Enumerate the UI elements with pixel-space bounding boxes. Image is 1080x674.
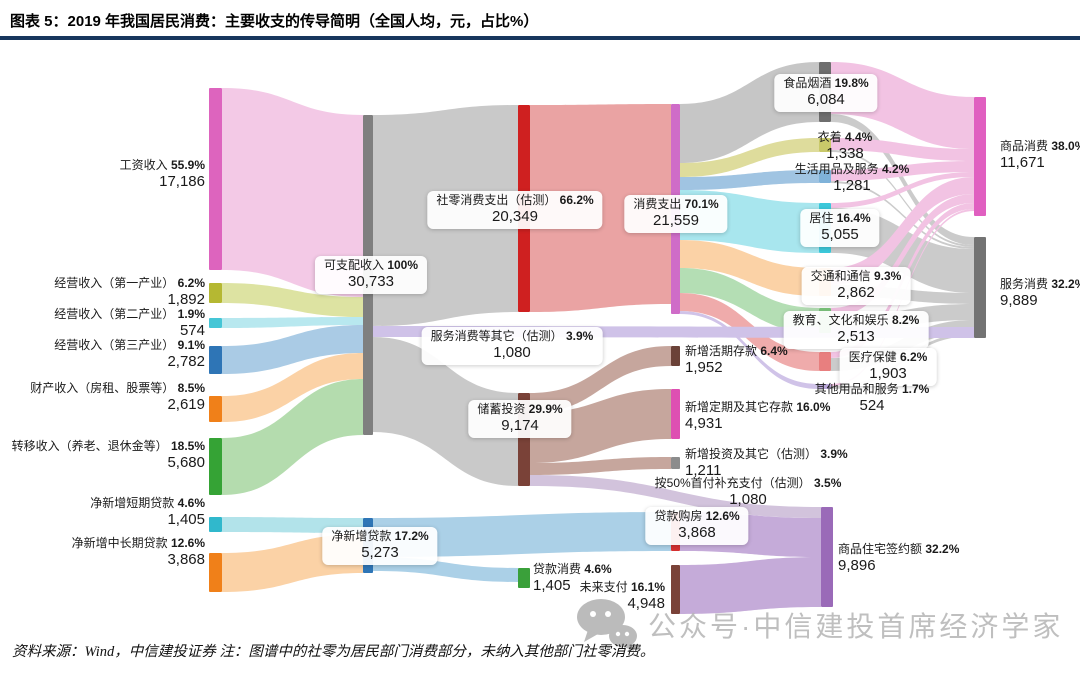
flow-future-housesign [680,557,821,614]
node-newinvest [671,457,680,469]
wechat-bubbles-icon [577,599,637,651]
flow-disposable-savings [373,337,518,486]
node-time [671,389,680,439]
flow-savings-time [530,389,671,463]
flow-savings-downpayment [530,475,821,518]
flow-food-services [831,114,974,245]
flow-education-goods [831,194,974,317]
node-education [819,308,831,333]
flow-biz3-disposable [222,325,363,374]
source-note: 资料来源：Wind，中信建投证券 注：图谱中的社零为居民部门消费部分，未纳入其他… [12,644,655,660]
node-services [974,237,986,338]
node-loanconsume [518,568,530,588]
node-medical [819,352,831,371]
flow-consume-clothing [680,138,819,177]
flow-property-disposable [222,353,363,422]
flow-disposable-retail [373,105,518,326]
node-household [819,170,831,183]
flow-transport-goods [831,177,974,285]
node-goods [974,97,986,216]
node-consume [671,104,680,314]
flow-retail-consume [530,104,671,312]
flow-clothing-services [831,150,974,247]
node-savings [518,393,530,486]
flow-consume-household [680,170,819,190]
flow-longloan-netloans [222,534,363,592]
watermark-text: 公众号·中信建投首席经济学家 [648,611,1064,642]
flow-shortloan-netloans [222,517,363,533]
title-divider [0,36,1080,40]
node-housesign [821,507,833,607]
node-future [671,565,680,614]
flow-savings-demand [530,346,671,413]
node-disposable [363,115,373,435]
node-netloans [363,518,373,573]
node-demand [671,346,680,366]
node-property [209,396,222,422]
node-biz1 [209,283,222,303]
node-biz3 [209,346,222,374]
flow-household-goods [831,161,974,181]
flow-loanhouse-housesign [680,512,821,557]
flow-biz1-disposable [222,283,363,317]
flow-food-goods [831,62,974,149]
node-other [819,384,831,389]
node-shortloan [209,517,222,532]
flow-wage-disposable [222,88,363,297]
node-food [819,62,831,122]
flow-housing-goods [831,172,974,208]
flow-household-services [831,181,974,249]
flow-transfer-disposable [222,379,363,495]
node-loanhouse [671,512,680,551]
flow-netloans-loanconsume [373,557,518,582]
flow-disposable-othersvc [373,326,974,338]
flow-netloans-loanhouse [373,512,671,557]
flow-savings-newinvest [530,457,671,475]
flow-biz2-disposable [222,317,363,328]
node-housing [819,203,831,253]
watermark: 公众号·中信建投首席经济学家 [576,598,1063,652]
node-clothing [819,138,831,152]
node-longloan [209,553,222,592]
flow-consume-transport [680,240,819,296]
node-transfer [209,438,222,495]
node-transport [819,268,831,296]
figure-title: 图表 5：2019 年我国居民消费：主要收支的传导简明（全国人均，元，占比%） [10,13,539,30]
flow-clothing-goods [831,138,974,161]
node-retail [518,105,530,312]
flow-consume-other [680,311,819,389]
node-biz2 [209,318,222,328]
node-wage [209,88,222,270]
